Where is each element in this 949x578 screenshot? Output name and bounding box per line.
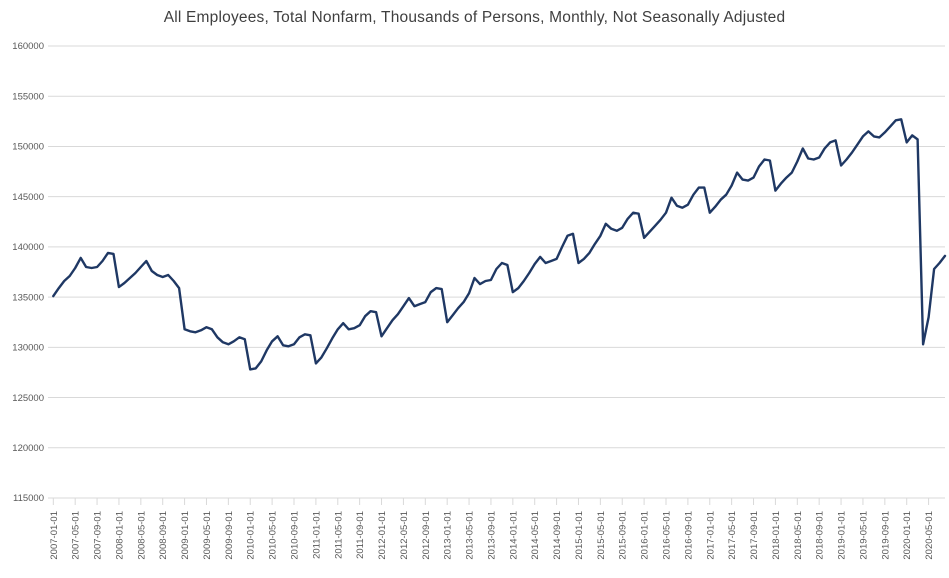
x-tick-label: 2010-01-01: [246, 511, 257, 560]
chart-title: All Employees, Total Nonfarm, Thousands …: [163, 9, 786, 26]
x-tick-label: 2016-09-01: [683, 511, 694, 560]
y-tick-label: 115000: [13, 493, 44, 504]
x-tick-label: 2008-05-01: [136, 511, 147, 560]
y-tick-label: 150000: [12, 142, 44, 153]
x-tick-label: 2011-09-01: [355, 511, 366, 559]
y-tick-label: 130000: [12, 343, 44, 354]
x-tick-label: 2018-01-01: [771, 511, 782, 560]
x-tick-label: 2015-05-01: [596, 511, 607, 560]
y-tick-label: 140000: [12, 242, 44, 253]
x-tick-label: 2018-05-01: [793, 511, 804, 560]
x-tick-label: 2018-09-01: [815, 511, 826, 560]
x-tick-label: 2020-01-01: [902, 511, 913, 560]
x-tick-label: 2008-01-01: [114, 511, 125, 560]
x-tick-label: 2014-01-01: [508, 511, 519, 560]
x-tick-label: 2019-01-01: [837, 511, 848, 560]
x-tick-label: 2012-05-01: [399, 511, 410, 560]
x-tick-label: 2009-05-01: [202, 511, 213, 560]
x-tick-label: 2011-01-01: [311, 511, 322, 559]
x-tick-label: 2007-09-01: [93, 511, 104, 560]
x-tick-label: 2010-09-01: [290, 511, 301, 560]
x-tick-label: 2012-09-01: [421, 511, 432, 560]
x-tick-label: 2011-05-01: [333, 511, 344, 559]
x-tick-label: 2014-05-01: [530, 511, 541, 560]
x-tick-label: 2010-05-01: [268, 511, 279, 560]
y-tick-label: 155000: [12, 91, 44, 102]
x-tick-label: 2009-09-01: [224, 511, 235, 560]
x-tick-label: 2019-05-01: [858, 511, 869, 560]
x-tick-label: 2013-05-01: [465, 511, 476, 560]
y-tick-label: 135000: [12, 292, 44, 303]
x-tick-label: 2009-01-01: [180, 511, 191, 560]
x-tick-label: 2017-05-01: [727, 511, 738, 560]
y-tick-label: 145000: [12, 192, 44, 203]
x-tick-label: 2007-05-01: [71, 511, 82, 560]
x-tick-label: 2013-01-01: [443, 511, 454, 560]
y-tick-label: 160000: [12, 41, 44, 52]
y-tick-label: 120000: [12, 443, 44, 454]
x-tick-label: 2017-09-01: [749, 511, 760, 560]
x-tick-label: 2014-09-01: [552, 511, 563, 560]
x-tick-label: 2017-01-01: [705, 511, 716, 560]
x-tick-label: 2020-05-01: [924, 511, 935, 560]
x-tick-label: 2016-01-01: [640, 511, 651, 560]
x-tick-label: 2012-01-01: [377, 511, 388, 560]
x-tick-label: 2007-01-01: [49, 511, 60, 560]
y-tick-label: 125000: [12, 393, 44, 404]
data-line: [52, 118, 947, 371]
x-tick-label: 2016-05-01: [662, 511, 673, 560]
x-tick-label: 2019-09-01: [880, 511, 891, 560]
x-tick-label: 2013-09-01: [486, 511, 497, 560]
x-tick-label: 2008-09-01: [158, 511, 169, 560]
x-tick-label: 2015-01-01: [574, 511, 585, 560]
x-tick-label: 2015-09-01: [618, 511, 629, 560]
